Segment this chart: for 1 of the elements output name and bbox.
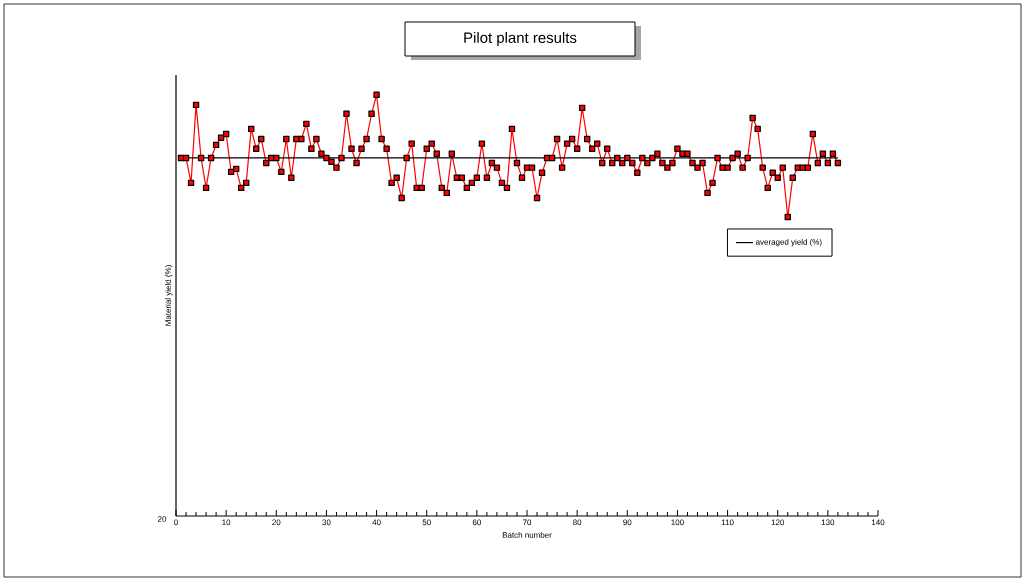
chart-title: Pilot plant results xyxy=(464,32,577,46)
